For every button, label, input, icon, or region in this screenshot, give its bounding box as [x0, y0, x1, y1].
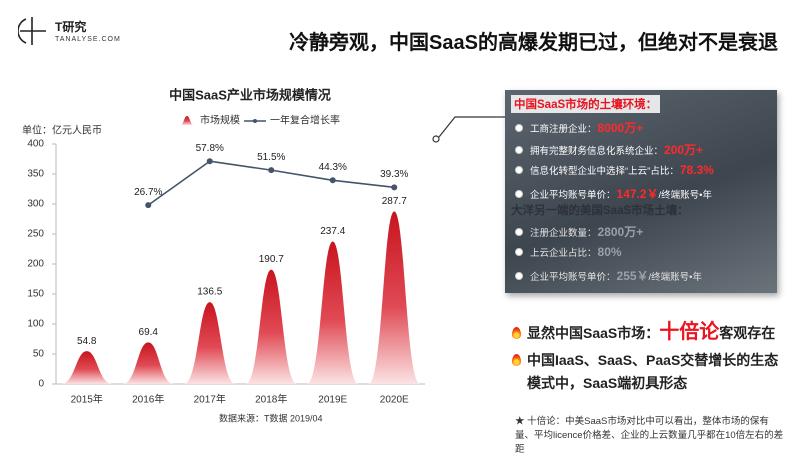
y-tick-label: 200 — [27, 259, 44, 270]
panel-item: 工商注册企业： 8000万+ — [515, 119, 643, 136]
fire-icon — [512, 327, 521, 339]
conclusion-tail: 客观存在 — [719, 325, 776, 341]
bullet — [515, 166, 523, 174]
item-label: 拥有完整财务信息化系统企业： — [530, 145, 664, 157]
x-tick-label: 2020E — [380, 395, 409, 406]
value-label: 287.7 — [382, 196, 407, 207]
x-tick-label: 2017年 — [194, 393, 226, 406]
conclusion-highlight: 十倍论 — [659, 321, 720, 343]
conclusion-lead: 中国IaaS、SaaS、PaaS交替增长的生态模式中，SaaS端初具形态 — [527, 352, 779, 391]
item-suffix: /终端账号•年 — [658, 189, 713, 201]
bullet — [515, 248, 523, 256]
source: 数据来源：T数据 2019/04 — [219, 412, 323, 423]
chart-title: 中国SaaS产业市场规模情况 — [169, 87, 331, 102]
bullet — [515, 123, 523, 132]
y-tick-label: 300 — [27, 199, 44, 210]
y-tick-label: 400 — [27, 139, 44, 150]
value-label: 136.5 — [197, 287, 222, 298]
item-label: 信息化转型企业中选择“上云”占比： — [530, 166, 679, 177]
value-label: 26.7% — [134, 187, 162, 198]
x-tick-label: 2018年 — [255, 393, 287, 406]
y-tick-label: 250 — [27, 229, 44, 240]
value-label: 69.4 — [139, 327, 159, 338]
footnote: ★ 十倍论：中美SaaS市场对比中可以看出，整体市场的保有量、平均licence… — [515, 416, 784, 455]
bar — [60, 351, 113, 384]
bullet — [515, 145, 523, 154]
panel-item: 注册企业数量： 2800万+ — [515, 223, 643, 240]
item-value: 78.3% — [679, 163, 714, 177]
item-value: 2800万+ — [597, 225, 644, 239]
value-label: 237.4 — [320, 226, 345, 237]
x-tick-label: 2015年 — [71, 393, 103, 406]
y-tick-label: 0 — [38, 379, 44, 390]
connector — [432, 116, 505, 143]
line-point — [329, 177, 336, 184]
item-label: 企业平均账号单价： — [530, 189, 616, 201]
y-tick-label: 150 — [27, 289, 44, 300]
item-label: 工商注册企业： — [530, 123, 597, 135]
item-label: 企业平均账号单价： — [530, 271, 616, 283]
legend-label: 市场规模 — [200, 114, 240, 127]
line-point — [206, 158, 213, 165]
legend-label: 一年复合增长率 — [270, 114, 340, 127]
value-label: 51.5% — [257, 152, 285, 163]
panel-item: 信息化转型企业中选择“上云”占比： 78.3% — [515, 163, 714, 177]
value-label: 57.8% — [196, 143, 224, 154]
item-suffix: /终端账号•年 — [648, 271, 703, 283]
value-label: 44.3% — [319, 162, 347, 173]
conclusion-lead: 显然中国SaaS市场： — [527, 325, 660, 341]
y-tick-label: 100 — [27, 319, 44, 330]
chart: 中国SaaS产业市场规模情况 单位：亿元人民币 数据来源：T数据 2019/04… — [22, 87, 425, 423]
panel-item: 拥有完整财务信息化系统企业： 200万+ — [515, 141, 703, 158]
bullet — [515, 189, 523, 198]
legend-swatch — [180, 116, 194, 125]
y-axis-label: 单位：亿元人民币 — [22, 124, 102, 137]
item-label: 上云企业占比： — [530, 248, 597, 259]
line-point — [268, 167, 275, 174]
item-value: 200万+ — [664, 143, 704, 157]
conclusion: 中国IaaS、SaaS、PaaS交替增长的生态模式中，SaaS端初具形态 — [512, 349, 782, 395]
x-tick-label: 2016年 — [132, 393, 164, 406]
logo-mark — [18, 17, 46, 45]
bar — [183, 302, 236, 384]
item-value: 147.2￥ — [616, 187, 659, 201]
value-label: 54.8 — [77, 336, 97, 347]
conclusion: 显然中国SaaS市场：十倍论客观存在 — [512, 315, 775, 344]
value-label: 190.7 — [259, 254, 284, 265]
y-tick-label: 350 — [27, 169, 44, 180]
bar — [306, 241, 359, 384]
panel-item: 上云企业占比： 80% — [515, 245, 622, 259]
bar — [122, 342, 175, 384]
item-value: 255￥ — [616, 269, 649, 283]
bar — [368, 211, 421, 384]
market-panel: 中国SaaS市场的土壤环境： 大洋另一端的美国SaaS市场土壤： 工商注册企业：… — [505, 90, 777, 293]
panel-item: 企业平均账号单价： 147.2￥/终端账号•年 — [515, 185, 712, 202]
bullet — [515, 227, 523, 236]
panel-title: 中国SaaS市场的土壤环境： — [511, 95, 661, 113]
logo-site: TANALYSE.COM — [55, 36, 121, 43]
panel-title-us: 大洋另一端的美国SaaS市场土壤： — [511, 205, 689, 217]
x-tick-label: 2019E — [318, 395, 347, 406]
item-value: 8000万+ — [597, 121, 644, 135]
logo-text: T研究 — [55, 20, 87, 34]
item-label: 注册企业数量： — [530, 227, 597, 239]
bullet — [515, 271, 523, 280]
item-value: 80% — [597, 245, 622, 259]
y-tick-label: 50 — [33, 349, 45, 360]
panel-item: 企业平均账号单价： 255￥/终端账号•年 — [515, 267, 702, 284]
bar — [245, 269, 298, 384]
value-label: 39.3% — [380, 169, 408, 180]
fire-icon — [512, 354, 521, 366]
line-point — [391, 184, 398, 191]
line-point — [145, 202, 152, 209]
slide-title: 冷静旁观，中国SaaS的高爆发期已过，但绝对不是衰退 — [289, 32, 778, 54]
legend-swatch — [253, 119, 257, 123]
